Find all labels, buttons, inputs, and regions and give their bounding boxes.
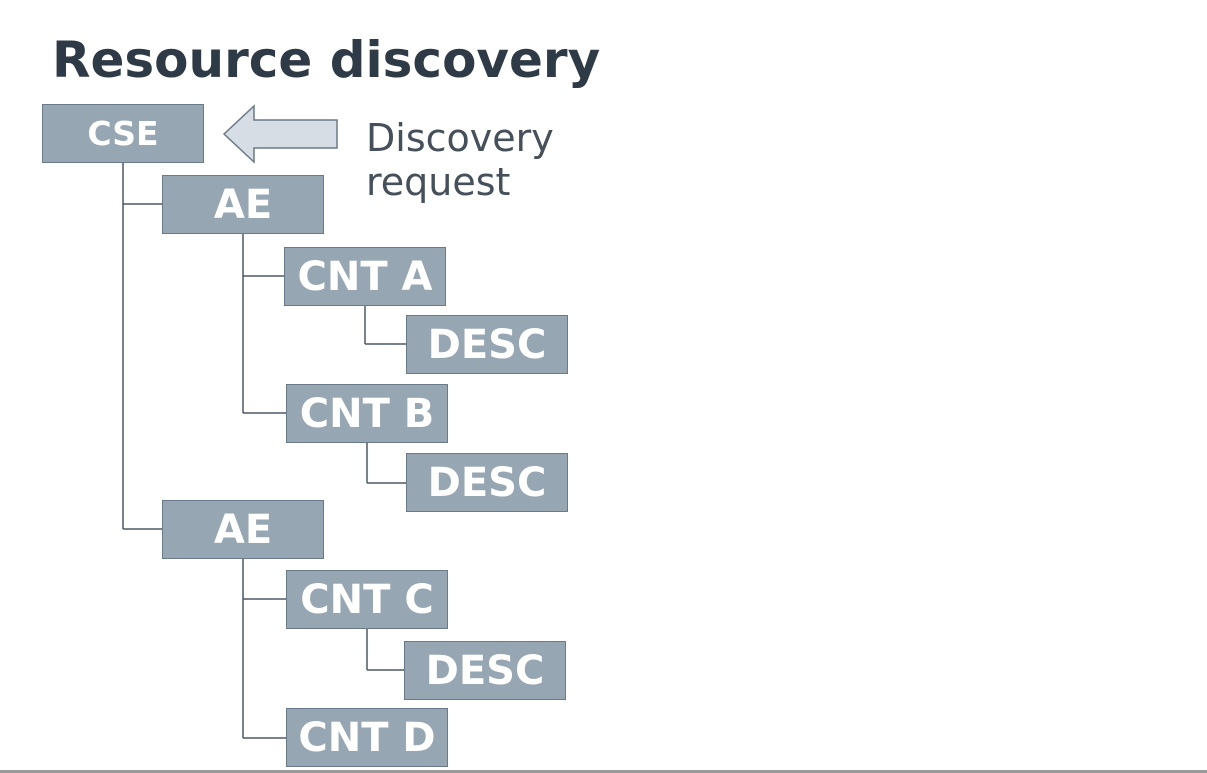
node-cnt-c: CNT C bbox=[286, 570, 448, 629]
discovery-request-label: Discovery request bbox=[366, 116, 554, 204]
node-desc-c: DESC bbox=[404, 641, 566, 700]
left-arrow-icon bbox=[222, 104, 338, 164]
page-title: Resource discovery bbox=[52, 31, 601, 89]
callout-line-1: Discovery bbox=[366, 116, 554, 160]
bottom-divider bbox=[0, 770, 1207, 773]
node-cnt-a: CNT A bbox=[284, 247, 446, 306]
node-ae-2: AE bbox=[162, 500, 324, 559]
node-desc-a: DESC bbox=[406, 315, 568, 374]
node-cse: CSE bbox=[42, 104, 204, 163]
callout-line-2: request bbox=[366, 160, 511, 204]
node-ae-1: AE bbox=[162, 175, 324, 234]
node-desc-b: DESC bbox=[406, 453, 568, 512]
node-cnt-d: CNT D bbox=[286, 708, 448, 767]
node-cnt-b: CNT B bbox=[286, 384, 448, 443]
